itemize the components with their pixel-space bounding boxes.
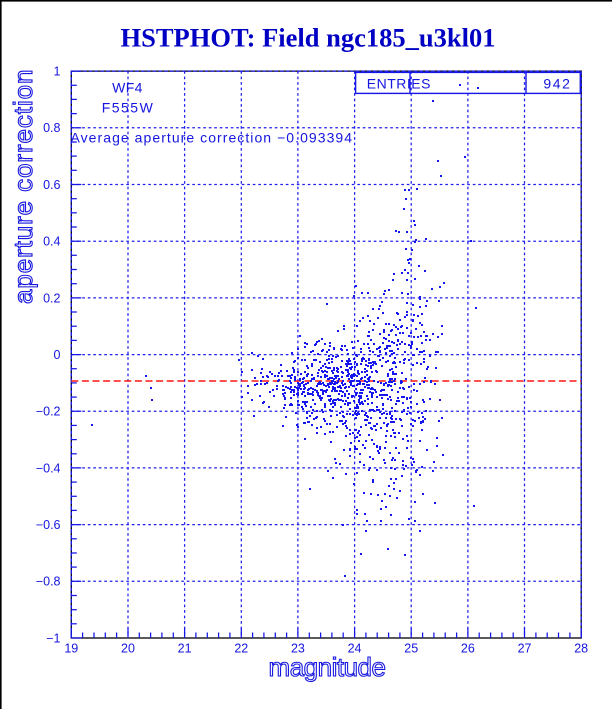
svg-text:23: 23: [291, 642, 305, 656]
svg-text:22: 22: [234, 642, 248, 656]
svg-text:20: 20: [121, 642, 135, 656]
svg-text:1: 1: [54, 65, 61, 79]
svg-text:26: 26: [461, 642, 475, 656]
svg-text:Average aperture correction −0: Average aperture correction −0.093394: [71, 129, 354, 145]
svg-text:0.8: 0.8: [43, 121, 60, 135]
svg-text:27: 27: [518, 642, 532, 656]
svg-text:−1: −1: [46, 631, 60, 645]
svg-text:0.4: 0.4: [43, 235, 60, 249]
svg-text:0: 0: [54, 348, 61, 362]
svg-text:21: 21: [178, 642, 192, 656]
svg-text:ENTRIES: ENTRIES: [367, 76, 431, 92]
svg-text:28: 28: [574, 642, 588, 656]
svg-text:0.2: 0.2: [43, 291, 60, 305]
svg-text:942: 942: [543, 76, 571, 92]
svg-text:−0.6: −0.6: [36, 518, 61, 532]
svg-text:25: 25: [404, 642, 418, 656]
svg-text:24: 24: [348, 642, 362, 656]
svg-text:HSTPHOT: Field ngc185_u3kl01: HSTPHOT: Field ngc185_u3kl01: [121, 23, 496, 53]
svg-text:−0.8: −0.8: [36, 575, 61, 589]
svg-text:F555W: F555W: [102, 99, 155, 115]
svg-text:−0.4: −0.4: [36, 461, 61, 475]
svg-text:aperture correction: aperture correction: [8, 69, 38, 304]
svg-text:WF4: WF4: [112, 80, 143, 96]
svg-text:−0.2: −0.2: [36, 405, 61, 419]
svg-text:19: 19: [64, 642, 78, 656]
svg-text:magnitude: magnitude: [269, 652, 386, 682]
svg-text:0.6: 0.6: [43, 178, 60, 192]
